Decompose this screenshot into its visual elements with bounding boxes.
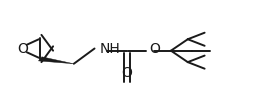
Polygon shape — [38, 57, 74, 64]
Text: O: O — [121, 66, 132, 80]
Text: NH: NH — [100, 42, 120, 55]
Text: O: O — [150, 42, 161, 55]
Text: O: O — [17, 42, 28, 55]
